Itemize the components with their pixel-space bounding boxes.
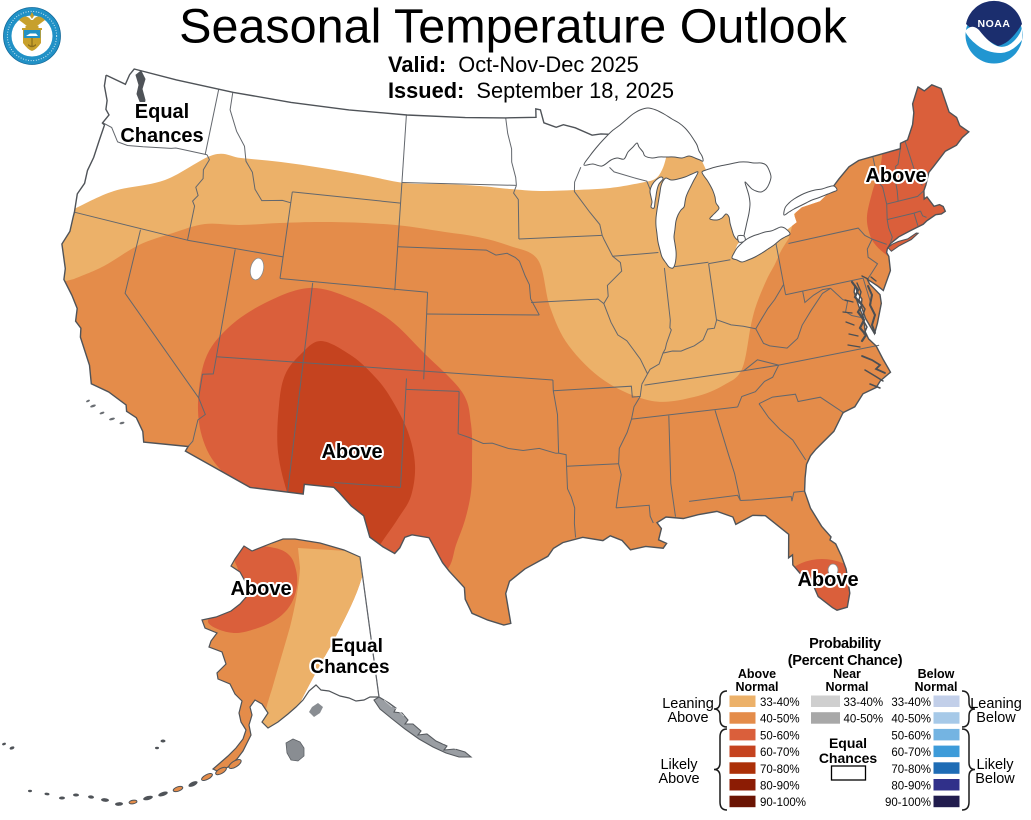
svg-text:50-60%: 50-60% bbox=[891, 730, 931, 742]
svg-text:Above: Above bbox=[321, 441, 382, 463]
svg-text:Likely: Likely bbox=[976, 757, 1014, 773]
svg-text:Likely: Likely bbox=[660, 757, 698, 773]
svg-text:Below: Below bbox=[976, 710, 1016, 726]
svg-text:Leaning: Leaning bbox=[970, 696, 1022, 712]
svg-text:60-70%: 60-70% bbox=[891, 747, 931, 759]
svg-text:Near: Near bbox=[833, 667, 861, 681]
svg-text:Above: Above bbox=[865, 165, 926, 187]
svg-text:40-50%: 40-50% bbox=[844, 714, 884, 726]
svg-text:40-50%: 40-50% bbox=[891, 714, 931, 726]
svg-text:Equal: Equal bbox=[135, 101, 189, 123]
svg-text:Leaning: Leaning bbox=[662, 696, 714, 712]
svg-text:Below: Below bbox=[975, 771, 1015, 787]
svg-text:90-100%: 90-100% bbox=[760, 797, 806, 809]
svg-text:80-90%: 80-90% bbox=[891, 781, 931, 793]
svg-text:Chances: Chances bbox=[819, 750, 878, 766]
svg-text:Chances: Chances bbox=[120, 125, 203, 147]
svg-text:Above: Above bbox=[797, 569, 858, 591]
svg-text:40-50%: 40-50% bbox=[760, 714, 800, 726]
svg-text:33-40%: 33-40% bbox=[891, 697, 931, 709]
svg-text:33-40%: 33-40% bbox=[844, 697, 884, 709]
svg-text:Equal: Equal bbox=[331, 636, 383, 657]
svg-text:Valid: Oct-Nov-Dec 2025: Valid: Oct-Nov-Dec 2025 bbox=[388, 52, 639, 77]
svg-text:Above: Above bbox=[658, 771, 699, 787]
svg-text:33-40%: 33-40% bbox=[760, 697, 800, 709]
svg-text:Below: Below bbox=[918, 667, 955, 681]
svg-text:50-60%: 50-60% bbox=[760, 730, 800, 742]
svg-text:Above: Above bbox=[738, 667, 776, 681]
svg-text:Above: Above bbox=[230, 578, 291, 600]
svg-text:80-90%: 80-90% bbox=[760, 781, 800, 793]
svg-text:Normal: Normal bbox=[825, 680, 868, 694]
svg-text:Issued: September 18, 2025: Issued: September 18, 2025 bbox=[388, 78, 674, 103]
svg-text:Equal: Equal bbox=[829, 735, 867, 751]
svg-text:Above: Above bbox=[667, 710, 708, 726]
svg-text:70-80%: 70-80% bbox=[891, 764, 931, 776]
svg-text:Normal: Normal bbox=[735, 680, 778, 694]
svg-text:Probability: Probability bbox=[809, 636, 881, 652]
svg-text:60-70%: 60-70% bbox=[760, 747, 800, 759]
svg-text:70-80%: 70-80% bbox=[760, 764, 800, 776]
svg-text:Normal: Normal bbox=[914, 680, 957, 694]
svg-text:90-100%: 90-100% bbox=[885, 797, 931, 809]
svg-text:Seasonal Temperature Outlook: Seasonal Temperature Outlook bbox=[179, 0, 847, 54]
svg-text:Chances: Chances bbox=[310, 657, 389, 678]
svg-text:(Percent Chance): (Percent Chance) bbox=[788, 653, 903, 669]
svg-text:NOAA: NOAA bbox=[978, 18, 1011, 30]
